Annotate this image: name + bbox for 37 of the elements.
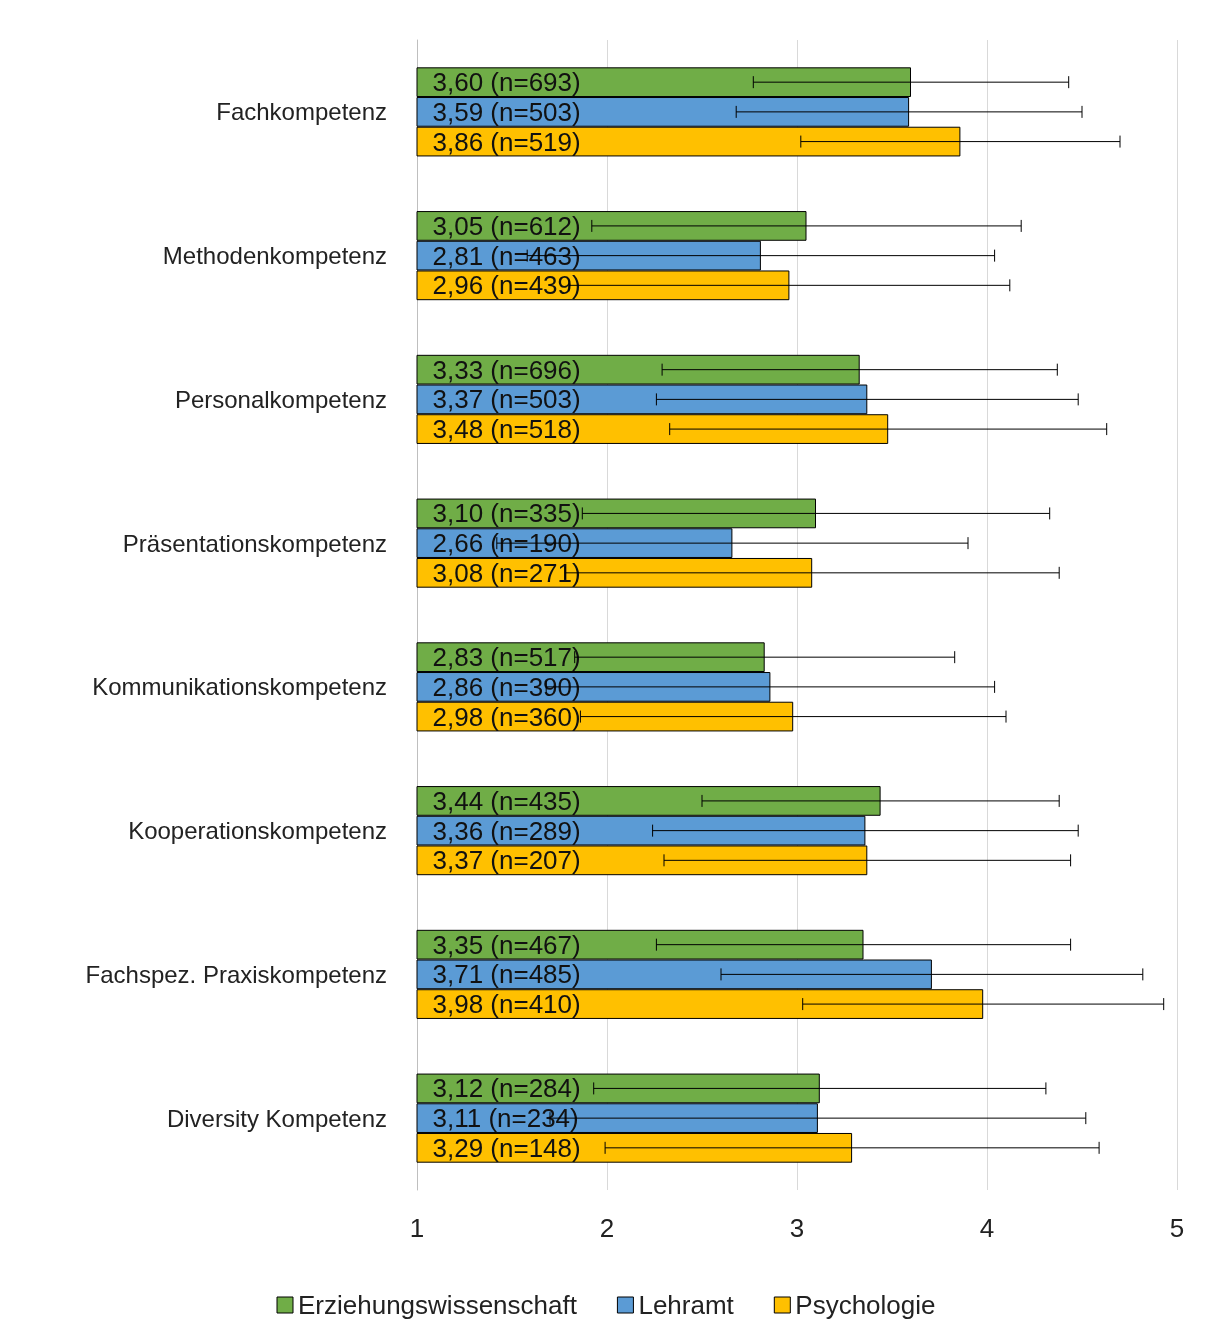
data-label: 3,11 (n=234): [432, 1103, 579, 1134]
legend-label: Lehramt: [638, 1290, 735, 1320]
y-tick-label: Präsentationskompetenz: [122, 529, 387, 557]
data-label: 3,44 (n=435): [432, 785, 581, 816]
legend-label: Erziehungswissenschaft: [298, 1290, 578, 1320]
y-tick-label: Kooperationskompetenz: [128, 817, 387, 845]
data-label: 2,96 (n=439): [432, 270, 581, 301]
data-label: 3,37 (n=503): [432, 384, 581, 415]
x-tick-label: 5: [1169, 1213, 1185, 1243]
data-label: 3,10 (n=335): [432, 498, 581, 529]
data-label: 3,05 (n=612): [432, 210, 581, 241]
y-tick-label: Fachkompetenz: [216, 98, 387, 126]
y-tick-label: Fachspez. Praxiskompetenz: [85, 960, 387, 988]
data-label: 3,59 (n=503): [432, 96, 581, 127]
data-label: 2,83 (n=517): [432, 642, 581, 673]
y-tick-label: Personalkompetenz: [174, 385, 387, 413]
y-tick-label: Diversity Kompetenz: [166, 1104, 387, 1132]
data-label: 3,36 (n=289): [432, 815, 581, 846]
data-label: 3,12 (n=284): [432, 1073, 581, 1104]
legend-label: Psychologie: [795, 1290, 936, 1320]
data-label: 2,81 (n=463): [432, 240, 581, 271]
x-tick-label: 3: [789, 1213, 805, 1243]
y-tick-label: Kommunikationskompetenz: [92, 673, 387, 701]
data-label: 3,37 (n=207): [432, 845, 581, 876]
data-label: 3,33 (n=696): [432, 354, 581, 385]
data-label: 3,60 (n=693): [432, 67, 581, 98]
data-label: 3,71 (n=485): [432, 959, 581, 990]
data-label: 3,29 (n=148): [432, 1132, 581, 1163]
x-tick-label: 4: [979, 1213, 995, 1243]
x-tick-label: 1: [409, 1213, 425, 1243]
data-label: 3,86 (n=519): [432, 126, 581, 157]
data-label: 3,35 (n=467): [432, 929, 581, 960]
x-tick-label: 2: [599, 1213, 615, 1243]
y-tick-label: Methodenkompetenz: [162, 242, 387, 270]
data-label: 3,98 (n=410): [432, 989, 581, 1020]
data-label: 3,48 (n=518): [432, 414, 581, 445]
data-label: 2,98 (n=360): [432, 701, 581, 732]
